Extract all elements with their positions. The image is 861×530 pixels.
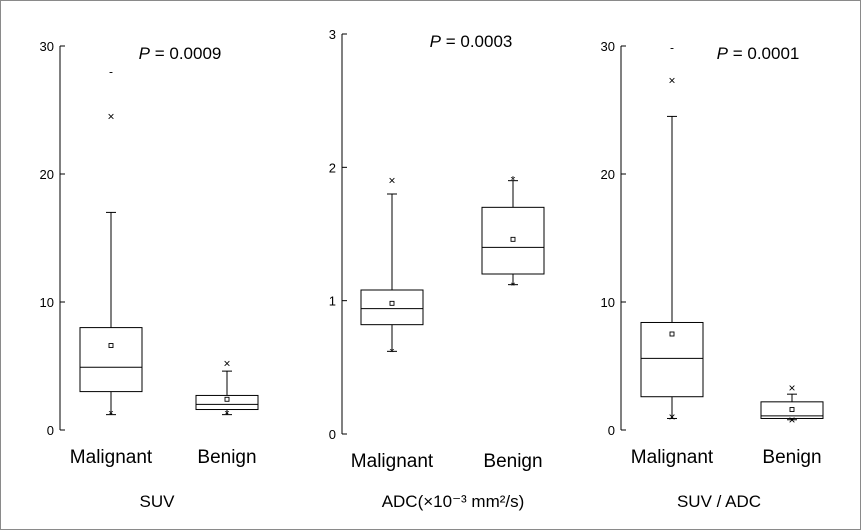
- y-tick-label: 10: [601, 295, 615, 310]
- iqr-box: [360, 289, 424, 326]
- outlier-marker: *: [225, 408, 230, 422]
- category-label: Malignant: [631, 447, 714, 468]
- y-tick-label: 20: [601, 167, 615, 182]
- p-value-label: P = 0.0009: [139, 44, 222, 63]
- iqr-box: [195, 394, 259, 411]
- outlier-marker: *: [390, 346, 395, 360]
- y-tick-label: 3: [329, 27, 336, 42]
- outlier-marker: ×: [388, 174, 395, 188]
- y-tick-label: 2: [329, 160, 336, 175]
- outlier-marker: ×: [223, 356, 230, 370]
- category-label: Malignant: [70, 447, 153, 468]
- category-label: Benign: [197, 447, 256, 468]
- outlier-marker: ×: [668, 410, 675, 424]
- mean-marker: [389, 300, 395, 306]
- mean-marker: [669, 331, 675, 337]
- y-tick-label: 30: [601, 39, 615, 54]
- iqr-box: [79, 327, 143, 393]
- panel-title: SUV: [140, 492, 176, 511]
- outlier-marker: *: [511, 279, 516, 293]
- outlier-marker: ×: [788, 381, 795, 395]
- y-tick-label: 30: [40, 39, 54, 54]
- category-label: Malignant: [351, 451, 434, 472]
- mean-marker: [108, 343, 114, 348]
- y-tick-label: 1: [329, 294, 336, 309]
- outlier-marker: -: [670, 40, 674, 54]
- y-tick-label: 0: [608, 423, 615, 438]
- mean-marker: [510, 236, 516, 242]
- panel-title: SUV / ADC: [677, 492, 761, 511]
- p-value-label: P = 0.0003: [430, 32, 513, 51]
- outlier-marker: *: [109, 408, 114, 422]
- outlier-marker: *: [511, 174, 516, 188]
- y-tick-label: 0: [329, 427, 336, 442]
- category-label: Benign: [483, 451, 542, 472]
- mean-marker: [789, 407, 795, 412]
- outlier-marker: ×: [668, 74, 675, 88]
- mean-marker: [224, 396, 230, 402]
- y-tick-label: 0: [47, 423, 54, 438]
- panel-title: ADC(×10⁻³ mm²/s): [382, 492, 525, 511]
- outlier-marker: -: [109, 65, 113, 79]
- y-tick-label: 20: [40, 167, 54, 182]
- outlier-marker: ×: [107, 109, 114, 123]
- outlier-marker: ×: [788, 413, 795, 427]
- p-value-label: P = 0.0001: [717, 44, 800, 63]
- category-label: Benign: [762, 447, 821, 468]
- y-tick-label: 10: [40, 295, 54, 310]
